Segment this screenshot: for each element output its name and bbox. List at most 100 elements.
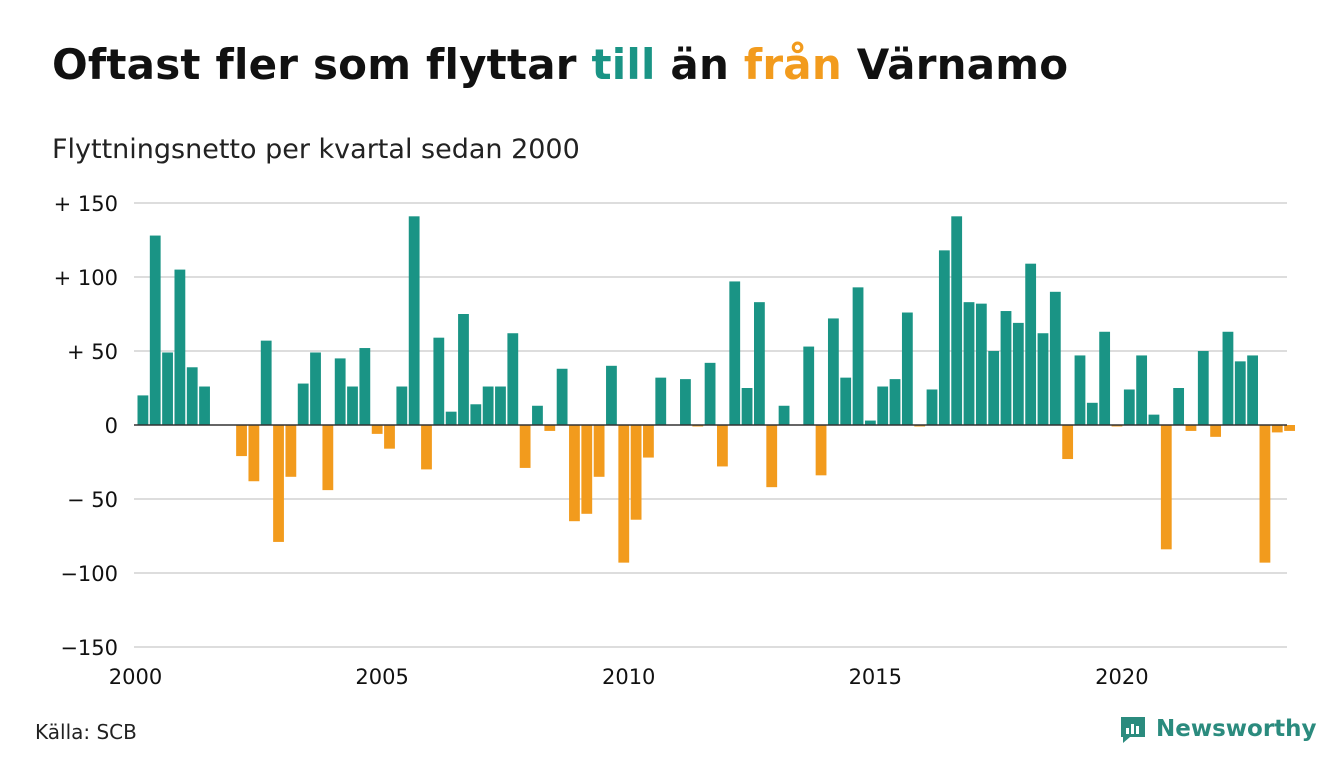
title-part-2: än (655, 40, 744, 89)
bar (1123, 389, 1135, 425)
bar (1049, 291, 1061, 425)
bar (630, 425, 642, 520)
bar (1160, 425, 1172, 550)
bar (655, 377, 667, 425)
bar (445, 411, 457, 425)
y-tick-label: −150 (60, 636, 118, 660)
bar (1210, 425, 1222, 437)
y-axis-labels: + 150 + 100 + 50 0 − 50 −100 −150 (54, 192, 118, 660)
bar (310, 352, 321, 425)
bar (680, 379, 691, 425)
bar (260, 340, 272, 425)
bar (162, 352, 173, 425)
bar (519, 425, 531, 468)
bar (421, 425, 432, 470)
bar (803, 346, 815, 425)
bar (507, 333, 519, 425)
bar (864, 420, 876, 425)
bar (1086, 402, 1098, 425)
bar-chart: + 150 + 100 + 50 0 − 50 −100 −150 2000 2005 2010… (54, 192, 1295, 689)
bar (766, 425, 778, 488)
bar (347, 386, 358, 425)
bar (371, 425, 383, 434)
bar (606, 365, 617, 425)
bar (1234, 361, 1246, 425)
y-tick-label: + 100 (54, 266, 118, 290)
bars (137, 216, 1295, 563)
bar (1025, 263, 1037, 425)
bar (704, 362, 716, 425)
title-highlight-till: till (591, 40, 656, 89)
title-part-1: Oftast fler som flyttar (52, 40, 592, 89)
x-axis-labels: 2000 2005 2010 2015 2020 (109, 665, 1149, 689)
bar (1148, 414, 1160, 425)
chart-subtitle: Flyttningsnetto per kvartal sedan 2000 (52, 134, 580, 165)
bar (901, 312, 913, 425)
title-part-3: Värnamo (841, 40, 1069, 89)
bar (544, 425, 556, 431)
source-note: Källa: SCB (35, 720, 137, 744)
bar (482, 386, 494, 425)
x-tick-label: 2020 (1095, 665, 1148, 689)
bar (322, 425, 334, 491)
bar (137, 395, 149, 425)
bar (1222, 331, 1234, 425)
bar (618, 425, 630, 563)
bar (199, 386, 210, 425)
bar (396, 386, 408, 425)
bar (408, 216, 420, 425)
bar (827, 318, 839, 425)
bar (1062, 425, 1074, 460)
bar (1259, 425, 1271, 563)
bar (1037, 333, 1049, 425)
bar (1074, 355, 1086, 425)
bar (988, 351, 1000, 425)
bar (458, 314, 469, 425)
bar (359, 348, 371, 425)
bar (1197, 351, 1209, 425)
y-tick-label: −100 (60, 562, 118, 586)
bar (778, 405, 790, 425)
bar (1284, 425, 1295, 431)
title-highlight-fran: från (743, 40, 842, 89)
y-tick-label: + 50 (67, 340, 118, 364)
bar (975, 303, 987, 425)
x-tick-label: 2000 (109, 665, 162, 689)
bar (1173, 388, 1185, 425)
bar (556, 368, 568, 425)
bar (174, 269, 186, 425)
bar (1185, 425, 1197, 431)
bar (1271, 425, 1283, 433)
bar (581, 425, 593, 514)
bar (569, 425, 580, 522)
bar (889, 379, 901, 425)
bar (717, 425, 728, 467)
bar (1247, 355, 1258, 425)
bar (273, 425, 284, 542)
bar (593, 425, 605, 477)
bar (186, 367, 198, 425)
bar (877, 386, 889, 425)
x-tick-label: 2015 (849, 665, 902, 689)
bar (384, 425, 395, 449)
bar (1000, 311, 1012, 425)
bar (334, 358, 346, 425)
bar (852, 287, 864, 425)
x-tick-label: 2010 (602, 665, 655, 689)
bar (433, 337, 445, 425)
bar (285, 425, 297, 477)
bar (1099, 331, 1111, 425)
bar (815, 425, 827, 476)
brand: Newsworthy (1118, 714, 1317, 744)
y-tick-label: − 50 (67, 488, 118, 512)
bar (729, 281, 741, 425)
newsworthy-logo-icon (1121, 717, 1145, 743)
bar (741, 388, 753, 425)
bar (149, 235, 161, 425)
brand-name: Newsworthy (1156, 716, 1317, 742)
bar (470, 404, 482, 425)
chart-title: Oftast fler som flyttar till än från Vär… (52, 40, 1068, 89)
bar (1136, 355, 1148, 425)
bar (754, 302, 765, 425)
y-tick-label: 0 (105, 414, 118, 438)
